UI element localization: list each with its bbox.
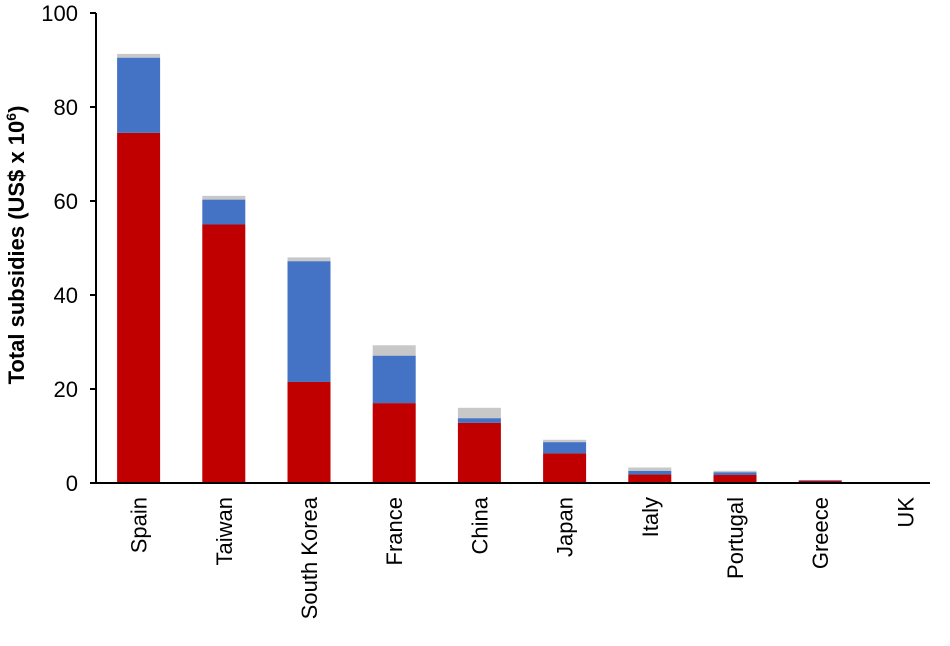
x-category-label: Spain	[127, 497, 152, 553]
bar-segment-portugal-s3	[713, 470, 757, 473]
x-category-label: Portugal	[723, 497, 748, 579]
x-labels-group: Spain Taiwan South Korea France China Japan It…	[127, 496, 919, 619]
y-tick-label: 80	[54, 95, 78, 120]
bar-segment-south-korea-s2	[287, 261, 331, 382]
bar-segment-taiwan-s1	[202, 224, 246, 483]
bar-segment-greece-s2	[798, 480, 842, 481]
bar-segment-italy-s1	[628, 474, 672, 483]
x-category-label: Greece	[808, 497, 833, 569]
bar-segment-china-s3	[457, 407, 501, 419]
bar-segment-japan-s3	[543, 439, 587, 443]
bar-segment-japan-s2	[543, 442, 587, 454]
bar-segment-portugal-s2	[713, 472, 757, 476]
x-category-label: South Korea	[297, 496, 322, 619]
y-tick-label: 40	[54, 283, 78, 308]
bar-segment-spain-s1	[117, 132, 161, 483]
bar-segment-france-s3	[372, 345, 416, 356]
bar-segment-china-s1	[457, 422, 501, 483]
x-category-label: Italy	[638, 497, 663, 537]
bar-segment-south-korea-s1	[287, 381, 331, 483]
bar-segment-japan-s1	[543, 453, 587, 483]
y-axis-title: Total subsidies (US$ x 106)	[3, 106, 29, 385]
y-tick-label: 20	[54, 377, 78, 402]
bar-segment-china-s2	[457, 418, 501, 423]
bars-group	[117, 53, 927, 484]
x-category-label: UK	[893, 497, 918, 528]
bar-segment-france-s1	[372, 403, 416, 483]
bar-segment-italy-s3	[628, 467, 672, 471]
x-category-label: Japan	[553, 497, 578, 557]
bar-segment-taiwan-s3	[202, 195, 246, 200]
y-tick-label: 0	[66, 471, 78, 496]
y-tick-label: 100	[41, 1, 78, 26]
y-tick-label: 60	[54, 189, 78, 214]
bar-segment-south-korea-s3	[287, 257, 331, 262]
x-category-label: China	[467, 496, 492, 554]
bar-segment-spain-s3	[117, 53, 161, 58]
axes-group	[95, 13, 930, 484]
y-ticks-group: 0 20 40 60 80 100	[41, 1, 96, 496]
bar-segment-portugal-s1	[713, 475, 757, 483]
bar-segment-greece-s1	[798, 480, 842, 483]
bar-segment-spain-s2	[117, 57, 161, 133]
bar-segment-taiwan-s2	[202, 199, 246, 225]
bar-segment-france-s2	[372, 355, 416, 404]
x-category-label: Taiwan	[212, 497, 237, 565]
bar-segment-italy-s2	[628, 470, 672, 475]
x-category-label: France	[382, 497, 407, 565]
